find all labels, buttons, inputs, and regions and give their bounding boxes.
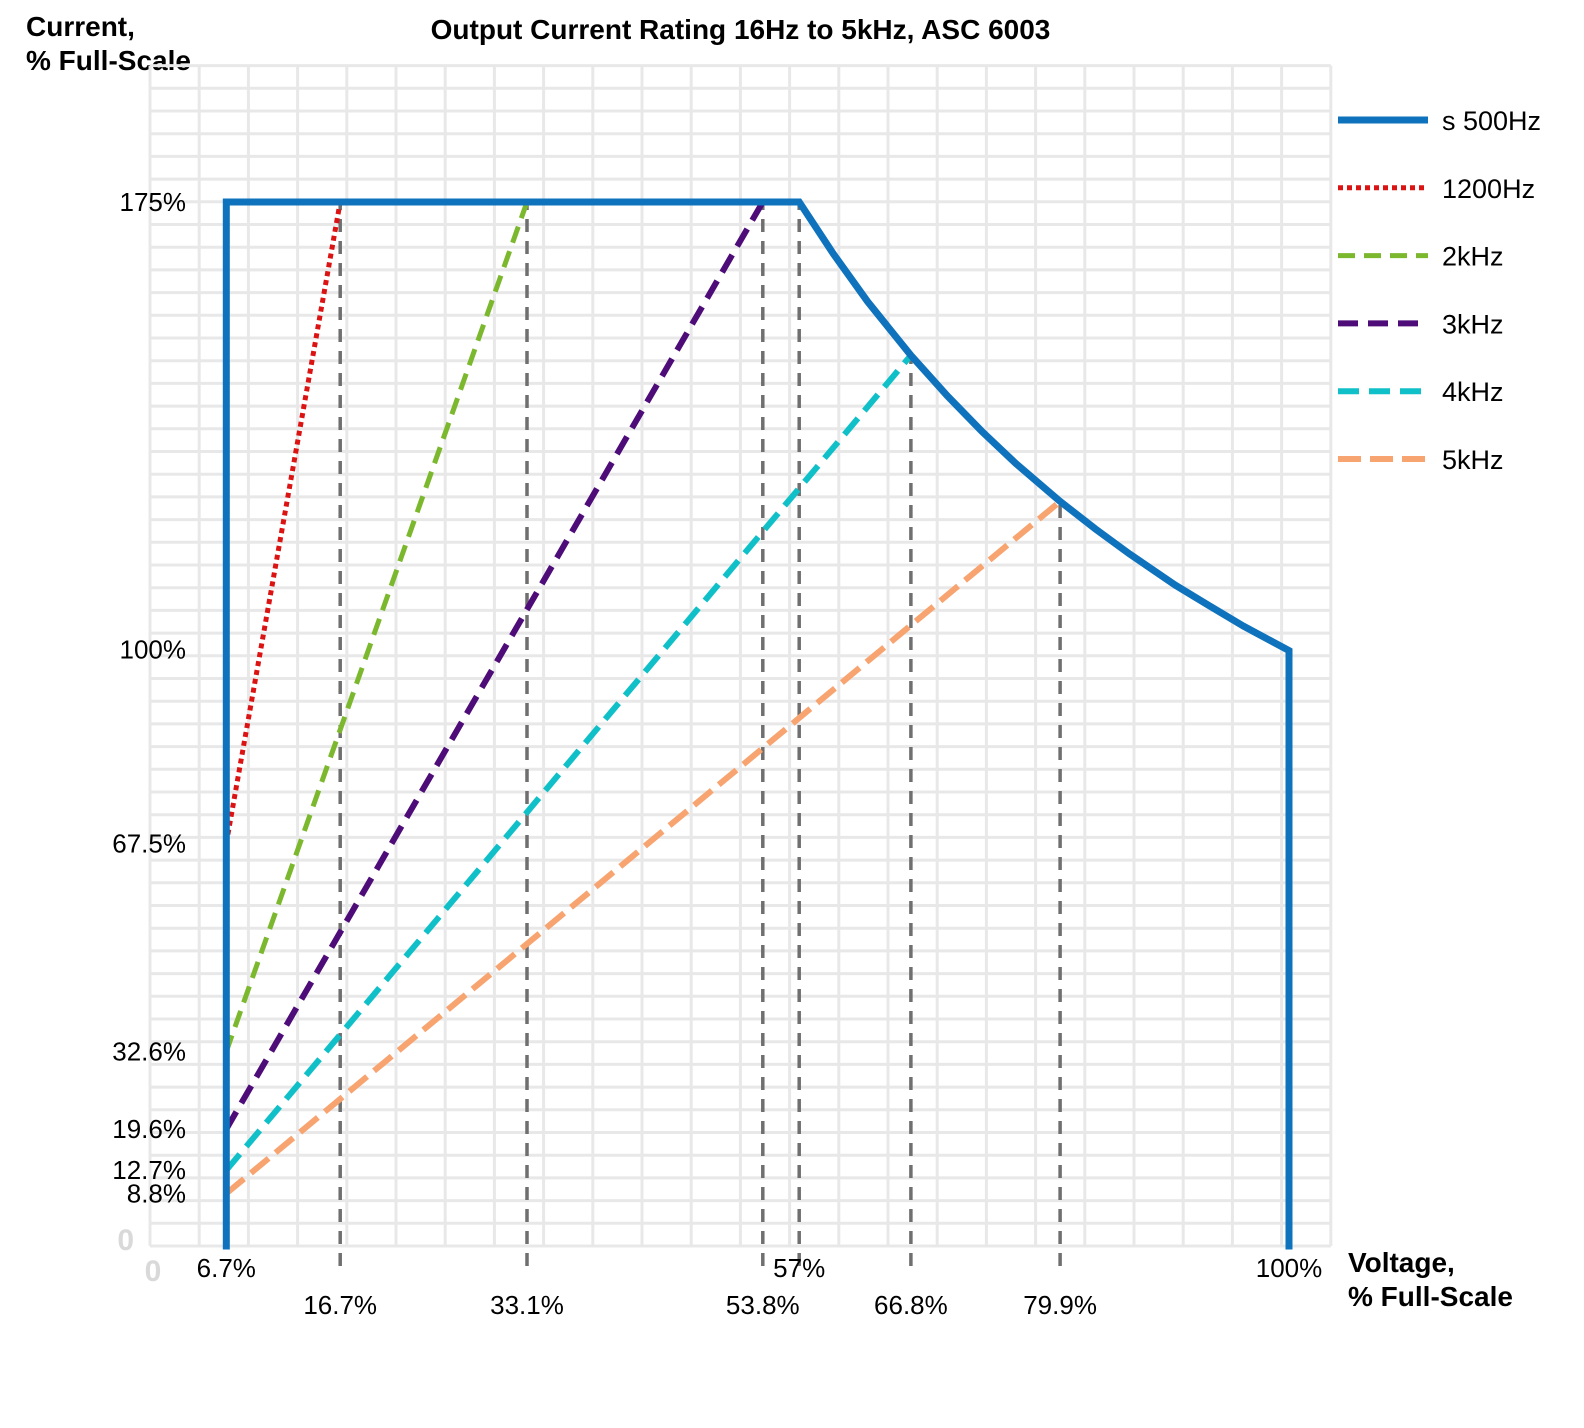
x-tick-label: 0 [145, 1255, 162, 1288]
chart-title: Output Current Rating 16Hz to 5kHz, ASC … [430, 14, 1051, 45]
legend-item-2khz: 2kHz [1338, 242, 1504, 272]
y-tick-label: 19.6% [112, 1114, 186, 1144]
series-line-1200hz [223, 201, 343, 844]
x-axis-title: Voltage, % Full-Scale [1348, 1247, 1513, 1312]
y-axis-title: Current, % Full-Scale [26, 11, 191, 76]
legend: s 500Hz 1200Hz 2kHz 3kHz 4kHz 5kHz [1338, 106, 1541, 475]
series-line-le500hz [222, 198, 1293, 1250]
y-tick-label: 0 [117, 1224, 134, 1257]
y-tick-label: 67.5% [112, 828, 186, 858]
legend-label-le500hz: s 500Hz [1442, 106, 1541, 136]
y-tick-label: 175% [120, 187, 187, 217]
legend-item-le500hz: s 500Hz [1338, 106, 1541, 136]
x-tick-label: 79.9% [1023, 1290, 1097, 1320]
x-tick-label: 57% [773, 1253, 825, 1283]
y-tick-label: 8.8% [127, 1179, 186, 1209]
x-tick-label: 6.7% [197, 1253, 256, 1283]
series-line-4khz [224, 353, 914, 1173]
legend-label-3khz: 3kHz [1442, 309, 1504, 339]
legend-item-3khz: 3kHz [1338, 309, 1504, 339]
guide-lines [338, 202, 1062, 1266]
x-tick-label: 53.8% [726, 1290, 800, 1320]
y-tick-label: 32.6% [112, 1037, 186, 1067]
legend-item-5khz: 5kHz [1338, 445, 1504, 475]
x-tick-label: 66.8% [874, 1290, 948, 1320]
series-line-2khz [223, 201, 530, 1053]
legend-label-1200hz: 1200Hz [1442, 174, 1535, 204]
x-tick-label: 16.7% [303, 1290, 377, 1320]
x-tick-label: 33.1% [490, 1290, 564, 1320]
legend-label-2khz: 2kHz [1442, 242, 1504, 272]
legend-label-5khz: 5kHz [1442, 445, 1504, 475]
series-line-5khz [224, 499, 1063, 1196]
y-tick-label: 100% [120, 634, 187, 664]
legend-item-1200hz: 1200Hz [1338, 174, 1535, 204]
legend-label-4khz: 4kHz [1442, 377, 1504, 407]
legend-item-4khz: 4kHz [1338, 377, 1504, 407]
x-tick-label: 100% [1256, 1253, 1323, 1283]
y-tick-label: 12.7% [112, 1155, 186, 1185]
tick-labels: 175% 100% 67.5% 32.6% 19.6% 12.7%8.8% 00 6.7% 57… [112, 187, 1322, 1320]
